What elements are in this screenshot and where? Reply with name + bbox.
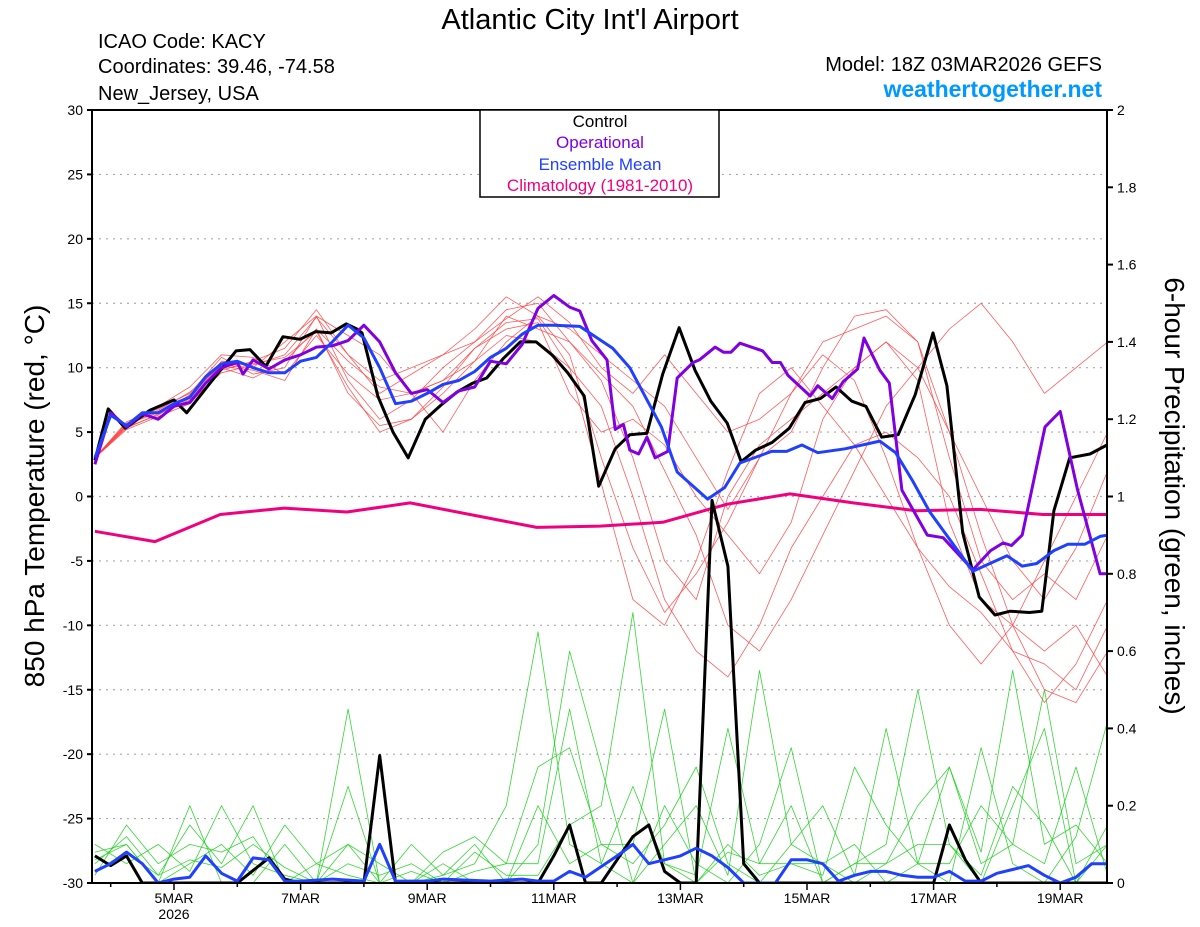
x-tick-label: 17MAR (910, 890, 957, 906)
y-tick-label: -5 (71, 553, 84, 569)
ensemble-mean-precip-line (94, 842, 1107, 883)
site-link[interactable]: weathertogether.net (882, 76, 1102, 102)
year-label: 2026 (158, 906, 189, 922)
precip-member-line-1 (94, 650, 1107, 883)
y2-tick-label: 1.2 (1117, 411, 1137, 427)
y-axis-label: 850 hPa Temperature (red, °C) (19, 305, 50, 688)
x-tick-label: 7MAR (281, 890, 320, 906)
control-precip-line (94, 498, 1107, 883)
y-tick-label: 20 (67, 231, 83, 247)
legend-ensemble-mean: Ensemble Mean (539, 155, 662, 174)
gridlines (92, 173, 1107, 820)
x-tick-label: 19MAR (1037, 890, 1084, 906)
x-tick-label: 9MAR (408, 890, 447, 906)
y2-tick-label: 0.8 (1117, 566, 1137, 582)
x-tick-label: 11MAR (531, 890, 577, 906)
icao-code: ICAO Code: KACY (98, 31, 266, 53)
y2-tick-label: 0 (1117, 875, 1125, 891)
y2-tick-label: 0.4 (1117, 720, 1137, 736)
chart-title: Atlantic City Int'l Airport (441, 4, 738, 36)
temp-member-line-8 (94, 296, 1107, 600)
control-line (93, 322, 1107, 617)
y2-tick-label: 1.4 (1117, 334, 1137, 350)
ensemble-mean-line (93, 323, 1107, 573)
temp-member-line-2 (94, 296, 1107, 703)
plot-area (93, 294, 1107, 883)
legend: Control Operational Ensemble Mean Climat… (479, 109, 720, 198)
y2-tick-label: 0.6 (1117, 643, 1137, 659)
x-tick-label: 13MAR (657, 890, 704, 906)
y2-tick-label: 1.6 (1117, 257, 1137, 273)
y-tick-label: -15 (63, 682, 83, 698)
y-tick-label: -25 (63, 811, 83, 827)
y2-tick-label: 1.8 (1117, 179, 1137, 195)
precip-member-line-3 (94, 721, 1107, 883)
model-run: Model: 18Z 03MAR2026 GEFS (825, 54, 1102, 76)
precip-member-line-5 (94, 612, 1107, 883)
climatology-1981-2010-line (94, 492, 1107, 544)
x-tick-label: 15MAR (784, 890, 831, 906)
axes: -30 -25 -20 -15 -10 -5 0 5 10 15 20 25 30 0 0.2 0.4 0.6 0… (63, 102, 1137, 906)
x-tick-label: 5MAR (155, 890, 194, 906)
y-tick-label: 30 (67, 102, 83, 118)
y-tick-label: 25 (67, 166, 83, 182)
legend-control: Control (573, 112, 628, 131)
y-tick-label: 10 (67, 360, 83, 376)
y-tick-label: 15 (67, 295, 83, 311)
y-tick-label: -10 (63, 617, 83, 633)
y2-tick-label: 2 (1117, 102, 1125, 118)
coordinates: Coordinates: 39.46, -74.58 (98, 56, 335, 78)
legend-box (479, 109, 720, 198)
legend-operational: Operational (556, 133, 644, 152)
temp-member-line-4 (94, 328, 1107, 703)
precip-member-line-2 (94, 631, 1107, 883)
y2-axis-label: 6-hour Precipitation (green, inches) (1159, 277, 1190, 714)
y-tick-label: -30 (63, 875, 83, 891)
y-tick-label: -20 (63, 746, 83, 762)
y2-tick-label: 1 (1117, 489, 1125, 505)
region: New_Jersey, USA (98, 83, 259, 105)
precip-member-line-6 (94, 708, 1107, 883)
y-tick-label: 5 (75, 424, 83, 440)
operational-line (93, 294, 1107, 576)
temp-member-line-1 (94, 302, 1107, 677)
legend-climatology: Climatology (1981-2010) (507, 176, 693, 195)
y-tick-label: 0 (75, 489, 83, 505)
y2-tick-label: 0.2 (1117, 798, 1137, 814)
